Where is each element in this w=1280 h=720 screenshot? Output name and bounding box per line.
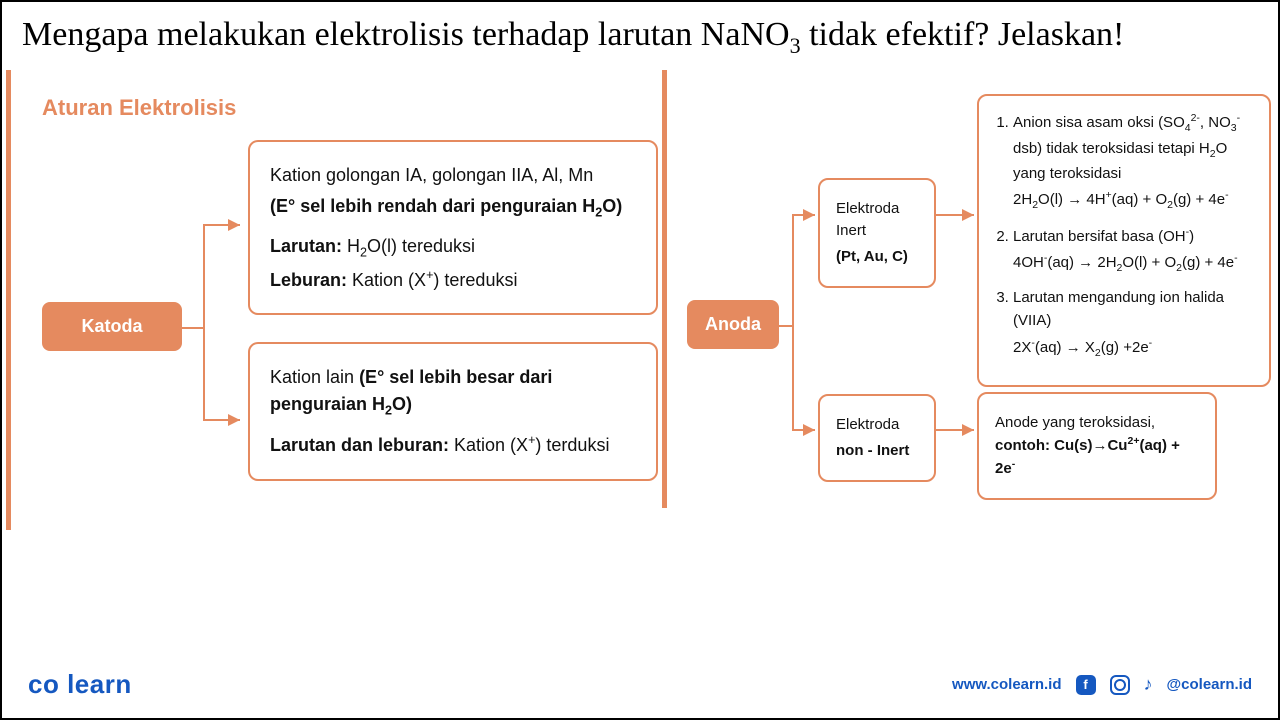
brand-logo: co learn <box>28 669 132 700</box>
katoda-box2-line1: Kation lain (E° sel lebih besar dari pen… <box>270 364 636 419</box>
anoda-rules-box: Anion sisa asam oksi (SO42-, NO3- dsb) t… <box>977 94 1271 386</box>
section-title: Aturan Elektrolisis <box>42 95 236 121</box>
anoda-noninert-result-text: Anode yang teroksidasi,contoh: Cu(s)→Cu2… <box>995 412 1199 479</box>
anoda-noninert-l1: Elektroda <box>836 414 918 436</box>
anoda-noninert-arrow <box>936 425 980 435</box>
footer-url: www.colearn.id <box>952 676 1061 693</box>
katoda-connector <box>182 220 252 430</box>
katoda-box1-line3: Larutan: H2O(l) tereduksi <box>270 233 636 262</box>
anoda-rule-1: Anion sisa asam oksi (SO42-, NO3- dsb) t… <box>1013 110 1253 213</box>
tiktok-icon: ♪ <box>1144 674 1153 695</box>
anoda-inert-l1: Elektroda Inert <box>836 198 918 242</box>
anoda-noninert-box: Elektroda non - Inert <box>818 394 936 482</box>
diagram-area: Aturan Elektrolisis Katoda Kation golong… <box>2 70 1278 530</box>
katoda-box2-line2: Larutan dan leburan: Kation (X+) terduks… <box>270 431 636 458</box>
anoda-noninert-result: Anode yang teroksidasi,contoh: Cu(s)→Cu2… <box>977 392 1217 499</box>
footer-handle: @colearn.id <box>1167 676 1252 693</box>
anoda-rule-3: Larutan mengandung ion halida (VIIA)2X-(… <box>1013 286 1253 361</box>
anoda-inert-arrow <box>936 210 980 220</box>
katoda-box-2: Kation lain (E° sel lebih besar dari pen… <box>248 342 658 480</box>
left-divider <box>6 70 11 530</box>
mid-divider <box>662 70 667 508</box>
anoda-connector-1 <box>779 210 821 440</box>
anoda-inert-box: Elektroda Inert (Pt, Au, C) <box>818 178 936 287</box>
instagram-icon <box>1110 675 1130 695</box>
katoda-node: Katoda <box>42 302 182 351</box>
page-title: Mengapa melakukan elektrolisis terhadap … <box>2 2 1278 60</box>
anoda-noninert-l2: non - Inert <box>836 440 918 462</box>
katoda-box-1: Kation golongan IA, golongan IIA, Al, Mn… <box>248 140 658 315</box>
katoda-box1-line2: (E° sel lebih rendah dari penguraian H2O… <box>270 193 636 222</box>
katoda-box1-line4: Leburan: Kation (X+) tereduksi <box>270 266 636 293</box>
footer: co learn www.colearn.id f ♪ @colearn.id <box>2 669 1278 700</box>
facebook-icon: f <box>1076 675 1096 695</box>
katoda-box1-line1: Kation golongan IA, golongan IIA, Al, Mn <box>270 162 636 188</box>
anoda-node: Anoda <box>687 300 779 349</box>
anoda-inert-l2: (Pt, Au, C) <box>836 246 918 268</box>
anoda-rule-2: Larutan bersifat basa (OH-)4OH-(aq) → 2H… <box>1013 224 1253 277</box>
